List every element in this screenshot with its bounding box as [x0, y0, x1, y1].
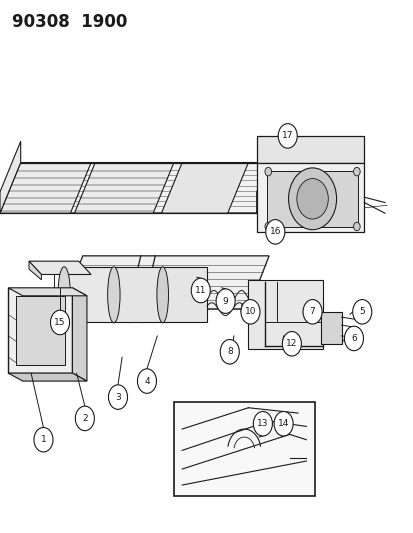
- Circle shape: [240, 300, 259, 324]
- Text: 14: 14: [277, 419, 289, 428]
- Circle shape: [353, 167, 359, 176]
- Polygon shape: [8, 288, 87, 296]
- Polygon shape: [8, 373, 87, 381]
- Polygon shape: [0, 141, 21, 213]
- Polygon shape: [256, 136, 363, 163]
- Circle shape: [288, 168, 336, 230]
- Circle shape: [108, 385, 127, 409]
- Polygon shape: [74, 163, 173, 213]
- Polygon shape: [29, 261, 41, 280]
- Circle shape: [278, 124, 297, 148]
- Text: 3: 3: [115, 393, 121, 401]
- Polygon shape: [161, 163, 248, 213]
- Text: 90308  1900: 90308 1900: [12, 13, 128, 31]
- Circle shape: [264, 167, 271, 176]
- Polygon shape: [62, 256, 268, 309]
- Circle shape: [137, 369, 156, 393]
- Circle shape: [50, 310, 69, 335]
- Circle shape: [273, 411, 292, 436]
- Text: 15: 15: [54, 318, 66, 327]
- Circle shape: [296, 179, 328, 219]
- Circle shape: [344, 326, 363, 351]
- Circle shape: [353, 222, 359, 231]
- Text: 17: 17: [281, 132, 293, 140]
- Text: 4: 4: [144, 377, 150, 385]
- Circle shape: [253, 411, 272, 436]
- Text: 7: 7: [309, 308, 315, 316]
- Text: 16: 16: [269, 228, 280, 236]
- Ellipse shape: [107, 266, 120, 322]
- Polygon shape: [0, 163, 277, 213]
- Polygon shape: [266, 171, 357, 227]
- Text: 9: 9: [222, 297, 228, 305]
- Polygon shape: [8, 288, 72, 373]
- Text: 11: 11: [195, 286, 206, 295]
- Polygon shape: [248, 280, 322, 349]
- Circle shape: [34, 427, 53, 452]
- Text: 13: 13: [256, 419, 268, 428]
- Circle shape: [282, 332, 301, 356]
- Circle shape: [264, 222, 271, 231]
- Polygon shape: [256, 163, 363, 232]
- Polygon shape: [62, 266, 116, 322]
- Polygon shape: [320, 312, 341, 344]
- Circle shape: [352, 300, 371, 324]
- Circle shape: [216, 289, 235, 313]
- Polygon shape: [112, 266, 165, 322]
- Text: 10: 10: [244, 308, 256, 316]
- Polygon shape: [256, 141, 277, 213]
- Ellipse shape: [58, 266, 70, 322]
- Polygon shape: [161, 266, 206, 322]
- Circle shape: [75, 406, 94, 431]
- Circle shape: [191, 278, 210, 303]
- Ellipse shape: [157, 266, 168, 322]
- Polygon shape: [16, 296, 65, 365]
- Circle shape: [220, 340, 239, 364]
- Text: 12: 12: [285, 340, 297, 348]
- Text: 1: 1: [40, 435, 46, 444]
- Text: 8: 8: [226, 348, 232, 356]
- Text: 2: 2: [82, 414, 88, 423]
- Text: 6: 6: [350, 334, 356, 343]
- Polygon shape: [72, 288, 87, 381]
- FancyBboxPatch shape: [173, 402, 314, 496]
- Circle shape: [302, 300, 321, 324]
- Polygon shape: [0, 163, 91, 213]
- Circle shape: [265, 220, 284, 244]
- Polygon shape: [29, 261, 91, 274]
- Text: 5: 5: [358, 308, 364, 316]
